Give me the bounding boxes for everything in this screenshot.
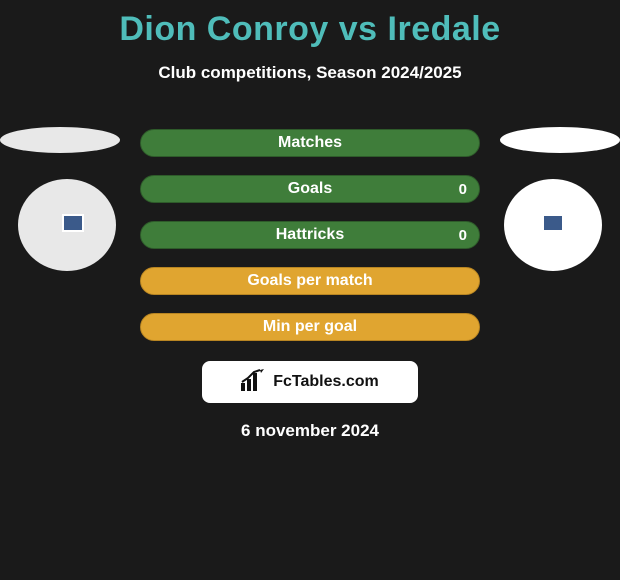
comparison-stage: Matches Goals 0 Hattricks 0 Goals per match Mi…	[0, 129, 620, 441]
brand-box[interactable]: FcTables.com	[202, 361, 418, 403]
stat-right-value: 0	[459, 176, 467, 204]
stat-rows: Matches Goals 0 Hattricks 0 Goals per match Mi…	[140, 129, 480, 341]
stat-row: Goals 0	[140, 175, 480, 203]
stat-label: Matches	[278, 134, 342, 152]
stat-row: Min per goal	[140, 313, 480, 341]
player-left	[0, 127, 120, 287]
stat-row: Hattricks 0	[140, 221, 480, 249]
page-title: Dion Conroy vs Iredale	[0, 0, 620, 49]
stat-right-value: 0	[459, 222, 467, 250]
subtitle: Club competitions, Season 2024/2025	[0, 63, 620, 83]
stat-label: Min per goal	[263, 318, 357, 336]
stat-row: Matches	[140, 129, 480, 157]
stat-row: Goals per match	[140, 267, 480, 295]
brand-text: FcTables.com	[273, 373, 379, 391]
chart-bars-icon	[241, 369, 267, 396]
player-left-badge	[62, 214, 84, 232]
date-line: 6 november 2024	[0, 421, 620, 441]
player-left-head	[0, 127, 120, 153]
player-right	[500, 127, 620, 287]
stat-label: Goals	[288, 180, 332, 198]
stat-label: Goals per match	[247, 272, 372, 290]
player-right-head	[500, 127, 620, 153]
player-right-badge	[542, 214, 564, 232]
stat-label: Hattricks	[276, 226, 344, 244]
